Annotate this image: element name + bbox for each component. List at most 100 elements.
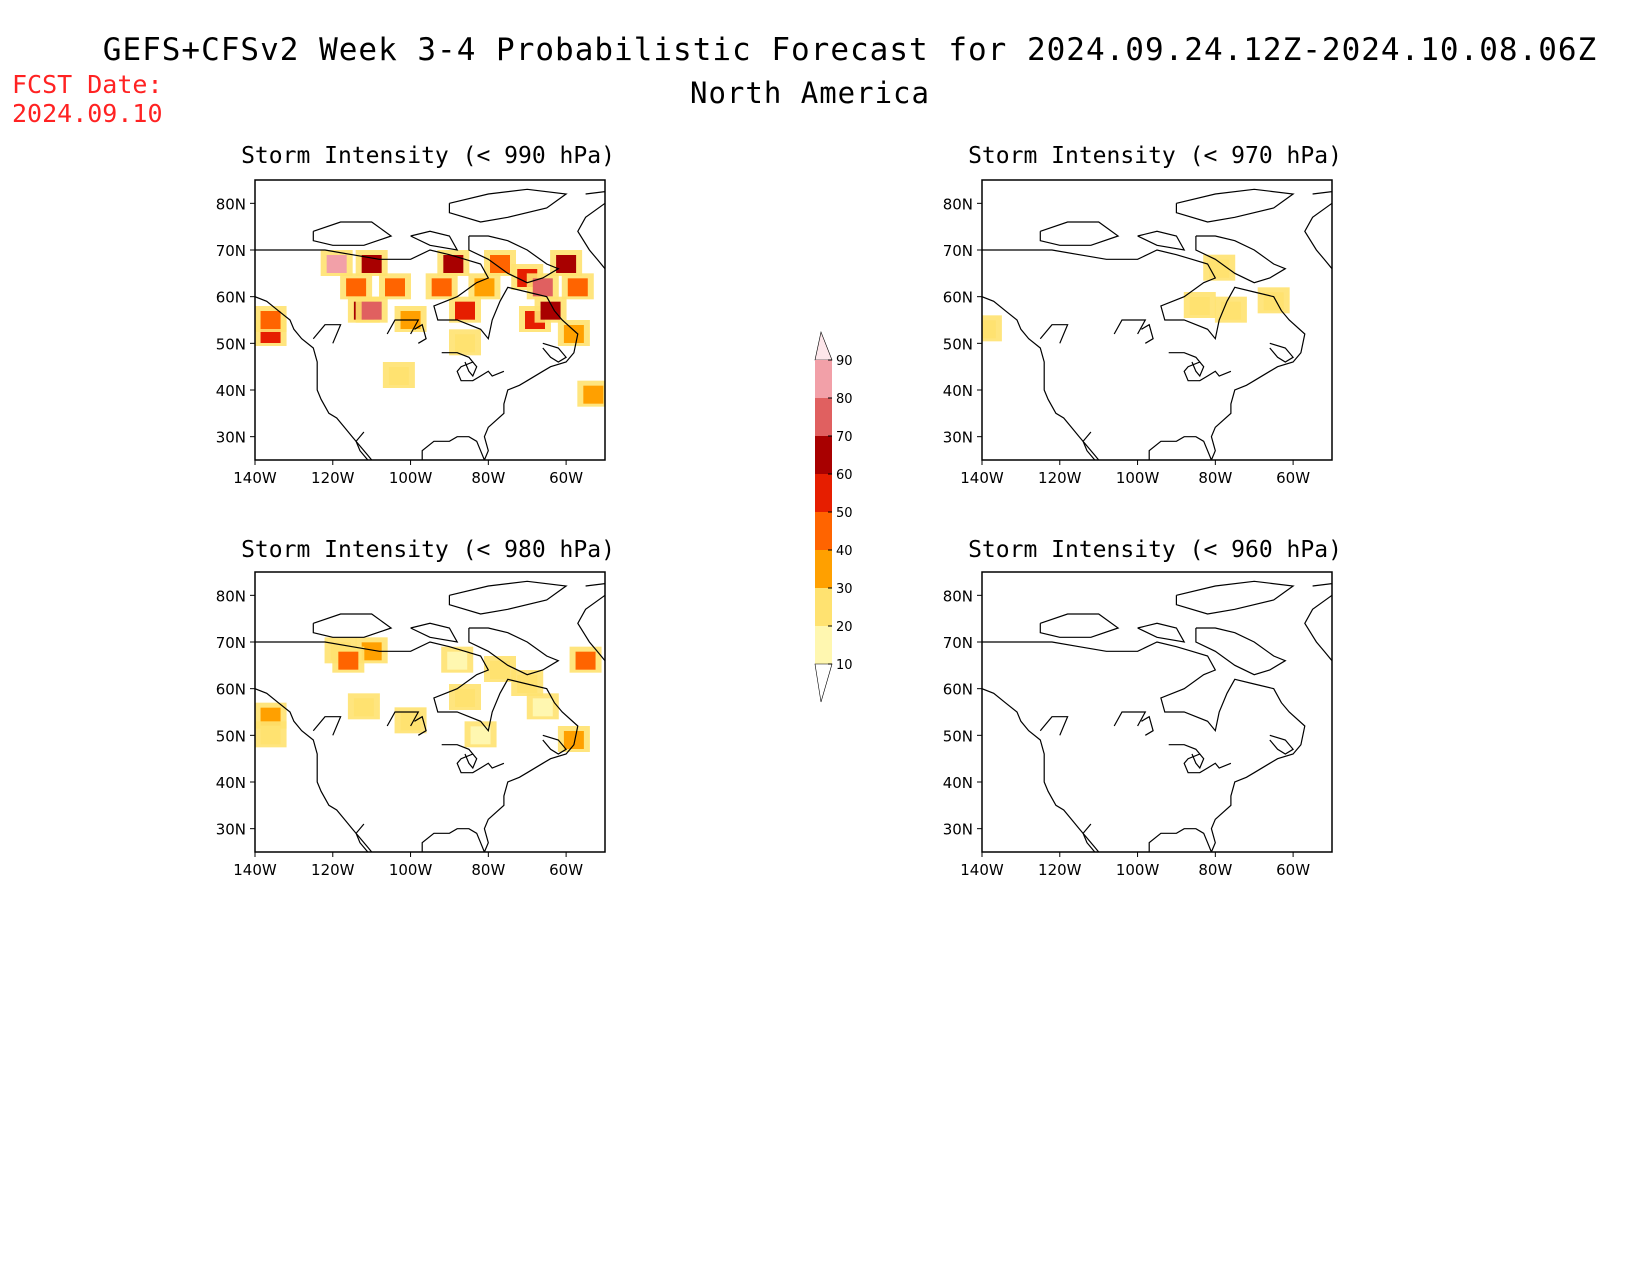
- coastline: [448, 188, 568, 223]
- coastline: [1175, 188, 1295, 223]
- colorbar-label: 70: [836, 430, 853, 445]
- coastline: [1269, 342, 1295, 363]
- coastline: [312, 221, 393, 246]
- coastline: [1304, 191, 1332, 270]
- lat-tick-label: 50N: [216, 727, 246, 745]
- probability-cell: [260, 726, 281, 745]
- lon-tick-label: 80W: [1198, 469, 1232, 487]
- lat-tick-label: 60N: [216, 289, 246, 307]
- coastline: [1113, 711, 1147, 727]
- probability-cell: [583, 385, 604, 404]
- lat-tick-label: 60N: [943, 681, 973, 699]
- probability-cell: [532, 278, 553, 297]
- lon-tick-label: 60W: [549, 469, 583, 487]
- coastline: [542, 734, 568, 755]
- probability-cell: [567, 278, 588, 297]
- colorbar-segment: [815, 360, 832, 398]
- probability-cell: [455, 334, 475, 353]
- coastline: [1269, 734, 1295, 755]
- region-subtitle: North America: [690, 76, 930, 110]
- probability-cell: [346, 278, 367, 297]
- probability-cell: [400, 712, 421, 731]
- coastline: [1039, 716, 1069, 736]
- panel-title-970: Storm Intensity (< 970 hPa): [968, 143, 1342, 169]
- coastline: [1191, 753, 1205, 770]
- lat-tick-label: 80N: [943, 195, 973, 213]
- lon-tick-label: 140W: [233, 861, 277, 879]
- coastline: [255, 296, 373, 460]
- lon-tick-label: 100W: [389, 469, 433, 487]
- lat-tick-label: 40N: [216, 774, 246, 792]
- map-frame: [254, 571, 606, 853]
- colorbar-segment: [815, 474, 832, 512]
- probability-cell: [540, 301, 561, 320]
- lon-tick-label: 80W: [471, 469, 505, 487]
- colorbar-cap-bottom: [814, 663, 833, 703]
- probability-cell: [1189, 297, 1210, 315]
- main-title: GEFS+CFSv2 Week 3-4 Probabilistic Foreca…: [102, 32, 1598, 68]
- map-frame: [981, 571, 1333, 853]
- probability-cell: [326, 255, 347, 273]
- lon-tick-label: 60W: [1276, 861, 1310, 879]
- colorbar-label: 30: [836, 582, 853, 597]
- colorbar-segment: [815, 436, 832, 474]
- lon-tick-label: 60W: [549, 861, 583, 879]
- probability-cell: [447, 651, 468, 670]
- coastline: [1113, 319, 1147, 335]
- coastline: [1168, 352, 1232, 382]
- lat-tick-label: 70N: [943, 634, 973, 652]
- coastline: [464, 361, 478, 378]
- coastline: [1141, 323, 1154, 344]
- lon-tick-label: 100W: [1116, 861, 1160, 879]
- coastline: [414, 323, 427, 344]
- coastline: [982, 249, 1306, 460]
- coastline: [1039, 221, 1120, 246]
- lon-tick-label: 80W: [1198, 861, 1232, 879]
- lat-tick-label: 70N: [216, 634, 246, 652]
- lon-tick-label: 120W: [311, 861, 355, 879]
- coastline: [1039, 324, 1069, 344]
- coastline: [1082, 823, 1096, 852]
- coastline: [982, 296, 1100, 460]
- probability-cell: [532, 698, 553, 717]
- probability-cell: [385, 278, 405, 297]
- colorbar-label: 20: [836, 620, 853, 635]
- lat-tick-label: 30N: [216, 821, 246, 839]
- lat-tick-label: 70N: [943, 242, 973, 260]
- coastline: [1141, 715, 1154, 736]
- colorbar-segment: [815, 588, 832, 626]
- coastline: [410, 622, 459, 643]
- coastline: [1304, 583, 1332, 662]
- colorbar-segment: [815, 512, 832, 550]
- lat-tick-label: 60N: [216, 681, 246, 699]
- colorbar-segment: [815, 626, 832, 664]
- colorbar-label: 10: [836, 658, 853, 673]
- probability-cell: [1220, 301, 1241, 320]
- map-frame: [981, 179, 1333, 461]
- colorbar-label: 40: [836, 544, 853, 559]
- colorbar-label: 90: [836, 354, 853, 369]
- coastline: [414, 715, 427, 736]
- lat-tick-label: 40N: [216, 382, 246, 400]
- coastline: [982, 641, 1306, 852]
- coastline: [982, 688, 1100, 852]
- map-panel-980: 80N 70N 60N 50N 40N 30N 140W 120W 100W 80W 60W: [216, 571, 606, 879]
- lat-tick-label: 30N: [943, 429, 973, 447]
- probability-cell: [1209, 259, 1230, 278]
- lat-tick-label: 80N: [216, 195, 246, 213]
- lon-tick-label: 100W: [1116, 469, 1160, 487]
- probability-cell: [455, 301, 475, 320]
- coastline: [468, 235, 560, 284]
- lat-tick-label: 80N: [216, 587, 246, 605]
- coastline: [1137, 230, 1186, 251]
- lat-tick-label: 50N: [216, 335, 246, 353]
- lat-tick-label: 70N: [216, 242, 246, 260]
- coastline: [441, 352, 505, 382]
- colorbar-label: 80: [836, 392, 853, 407]
- coastline: [355, 823, 369, 852]
- lon-tick-label: 120W: [311, 469, 355, 487]
- coastline: [577, 583, 605, 662]
- lon-tick-label: 120W: [1038, 469, 1082, 487]
- coastline: [255, 249, 579, 460]
- colorbar-segment: [815, 550, 832, 588]
